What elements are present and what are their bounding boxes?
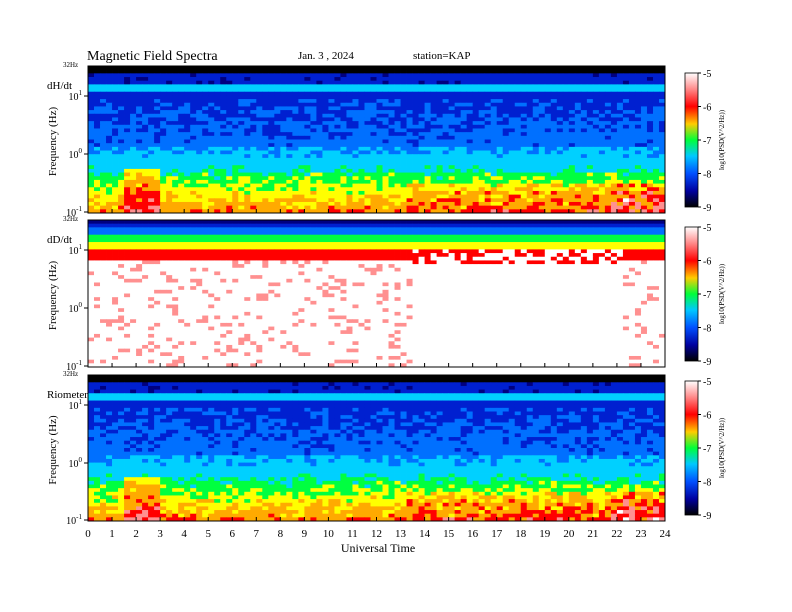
y-axis-label: Frequency (Hz)	[47, 107, 59, 177]
spectrogram-image	[88, 375, 666, 522]
y-tick-label: 101	[69, 89, 83, 103]
station-label: station=KAP	[413, 50, 471, 62]
y-tick-label: 100	[69, 301, 83, 315]
y-tick-label: 10-1	[66, 205, 82, 219]
colorbar-tick-label: -7	[703, 290, 711, 301]
colorbar-tick-label: -8	[703, 324, 711, 335]
y-tick-label: 10-1	[66, 513, 82, 527]
colorbar-scale	[684, 72, 699, 208]
x-tick-label: 14	[419, 528, 431, 540]
panel-label: Riometer	[47, 389, 88, 401]
y-tick-label: 101	[69, 243, 83, 257]
y-axis-label: Frequency (Hz)	[47, 261, 59, 331]
colorbar-tick-label: -7	[703, 444, 711, 455]
x-tick-label: 10	[323, 528, 335, 540]
x-tick-label: 3	[157, 528, 163, 540]
x-tick-label: 18	[515, 528, 527, 540]
x-tick-label: 17	[491, 528, 503, 540]
x-tick-label: 21	[587, 528, 598, 540]
x-tick-label: 7	[254, 528, 260, 540]
top-frequency-label: 32Hz	[63, 370, 78, 378]
x-tick-label: 20	[563, 528, 575, 540]
colorbar-label: log10(PSD(V^2/Hz))	[718, 263, 726, 324]
colorbar: -5 -6 -7 -8 -9 log10(PSD(V^2/Hz))	[684, 377, 726, 522]
panel-label: dH/dt	[47, 80, 72, 92]
x-tick-label: 0	[85, 528, 91, 540]
y-tick-label: 10-1	[66, 359, 82, 373]
x-tick-label: 22	[611, 528, 622, 540]
panel-label: dD/dt	[47, 234, 72, 246]
x-tick-label: 8	[278, 528, 284, 540]
x-tick-label: 23	[635, 528, 647, 540]
colorbar-tick-label: -8	[703, 170, 711, 181]
x-tick-label: 5	[205, 528, 211, 540]
colorbar-scale	[684, 226, 699, 362]
colorbar-tick-label: -6	[703, 257, 711, 268]
x-axis-label: Universal Time	[341, 541, 415, 555]
colorbar-tick-label: -9	[703, 511, 711, 522]
colorbar-tick-label: -6	[703, 411, 711, 422]
top-frequency-label: 32Hz	[63, 215, 78, 223]
x-tick-label: 16	[467, 528, 479, 540]
x-tick-label: 15	[443, 528, 455, 540]
colorbar-scale	[684, 380, 699, 516]
spectrogram-image	[88, 220, 666, 368]
colorbar-tick-label: -5	[703, 223, 711, 234]
spectrogram-image	[88, 66, 666, 214]
x-tick-label: 2	[133, 528, 139, 540]
x-tick-label: 13	[395, 528, 407, 540]
colorbar-tick-label: -9	[703, 203, 711, 214]
x-tick-label: 9	[302, 528, 308, 540]
y-tick-label: 101	[69, 398, 83, 412]
x-tick-label: 19	[539, 528, 551, 540]
colorbar-tick-label: -6	[703, 103, 711, 114]
colorbar-tick-label: -5	[703, 69, 711, 80]
y-tick-label: 100	[69, 147, 83, 161]
colorbar: -5 -6 -7 -8 -9 log10(PSD(V^2/Hz))	[684, 69, 726, 214]
x-tick-label: 1	[109, 528, 115, 540]
colorbar-label: log10(PSD(V^2/Hz))	[718, 109, 726, 170]
colorbar-tick-label: -8	[703, 478, 711, 489]
top-frequency-label: 32Hz	[63, 61, 78, 69]
x-tick-label: 12	[371, 528, 382, 540]
date-label: Jan. 3 , 2024	[298, 50, 354, 62]
x-tick-label: 24	[660, 528, 672, 540]
colorbar-tick-label: -9	[703, 357, 711, 368]
y-axis-label: Frequency (Hz)	[47, 415, 59, 485]
x-tick-label: 6	[230, 528, 236, 540]
y-tick-label: 100	[69, 456, 83, 470]
colorbar-label: log10(PSD(V^2/Hz))	[718, 417, 726, 478]
colorbar-tick-label: -7	[703, 136, 711, 147]
x-tick-label: 11	[347, 528, 358, 540]
colorbar: -5 -6 -7 -8 -9 log10(PSD(V^2/Hz))	[684, 223, 726, 368]
figure-title: Magnetic Field Spectra	[87, 49, 218, 64]
colorbar-tick-label: -5	[703, 377, 711, 388]
x-tick-label: 4	[181, 528, 187, 540]
